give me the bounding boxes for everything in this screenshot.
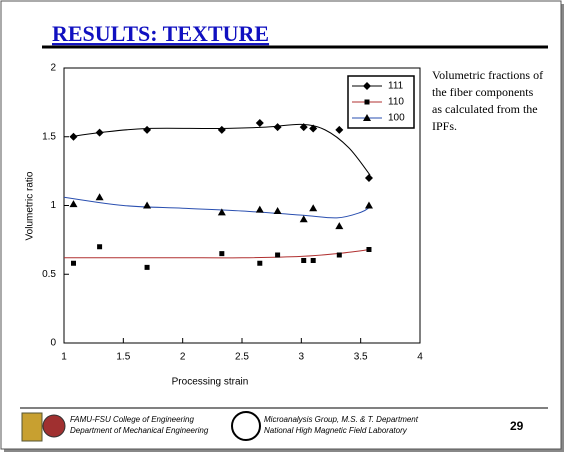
- marker: [95, 193, 104, 201]
- marker: [299, 123, 308, 132]
- note-line: as calculated from the: [432, 102, 538, 116]
- logo: [42, 414, 66, 438]
- logo: [231, 411, 261, 441]
- marker: [363, 114, 371, 121]
- logo: [21, 412, 43, 442]
- y-axis-label: Volumetric ratio: [25, 171, 36, 240]
- marker: [143, 125, 152, 134]
- marker: [364, 201, 373, 209]
- marker: [69, 132, 78, 141]
- marker: [309, 204, 318, 212]
- y-tick-label: 0: [50, 338, 56, 349]
- note-line: IPFs.: [432, 119, 457, 133]
- marker: [364, 99, 370, 105]
- y-tick-label: 2: [50, 63, 56, 74]
- marker: [144, 264, 150, 270]
- marker: [219, 251, 225, 257]
- note-line: the fiber components: [432, 85, 534, 99]
- marker: [217, 208, 226, 216]
- marker: [69, 200, 78, 208]
- footer-text: FAMU-FSU College of Engineering: [70, 415, 194, 424]
- x-tick-label: 1: [61, 352, 67, 363]
- marker: [143, 201, 152, 209]
- marker: [273, 123, 282, 132]
- slide-title: RESULTS: TEXTURE: [52, 21, 269, 46]
- marker: [275, 252, 281, 258]
- y-tick-label: 1: [50, 200, 56, 211]
- marker: [255, 119, 264, 127]
- marker: [336, 252, 342, 258]
- marker: [366, 247, 372, 252]
- page-number: 29: [510, 419, 524, 433]
- marker: [335, 222, 344, 230]
- legend-label: 111: [388, 81, 404, 92]
- marker: [364, 174, 373, 182]
- fit-line: [63, 196, 371, 219]
- marker: [335, 125, 344, 134]
- marker: [217, 125, 226, 134]
- marker: [257, 260, 263, 266]
- x-tick-label: 4: [417, 352, 423, 363]
- x-axis-label: Processing strain: [172, 377, 249, 388]
- marker: [363, 82, 371, 90]
- footer-text: Microanalysis Group, M.S. & T. Departmen…: [264, 415, 419, 424]
- marker: [95, 128, 104, 137]
- footer-text: Department of Mechanical Engineering: [70, 426, 209, 435]
- marker: [301, 258, 307, 263]
- note-line: Volumetric fractions of: [432, 68, 543, 82]
- marker: [255, 205, 264, 213]
- marker: [97, 244, 103, 250]
- marker: [273, 207, 282, 214]
- footer-text: National High Magnetic Field Laboratory: [264, 426, 408, 435]
- y-tick-label: 1.5: [42, 131, 56, 142]
- x-tick-label: 3.5: [354, 352, 368, 363]
- marker: [310, 258, 316, 263]
- legend-label: 110: [388, 97, 404, 108]
- x-tick-label: 3: [299, 352, 305, 363]
- x-tick-label: 2: [180, 352, 186, 363]
- marker: [299, 215, 308, 223]
- fit-line: [69, 123, 371, 176]
- slide-frame: [0, 0, 562, 450]
- x-tick-label: 2.5: [235, 352, 249, 363]
- marker: [309, 124, 318, 133]
- marker: [70, 260, 76, 266]
- y-tick-label: 0.5: [42, 269, 56, 280]
- legend-label: 100: [388, 113, 405, 124]
- x-tick-label: 1.5: [116, 352, 130, 363]
